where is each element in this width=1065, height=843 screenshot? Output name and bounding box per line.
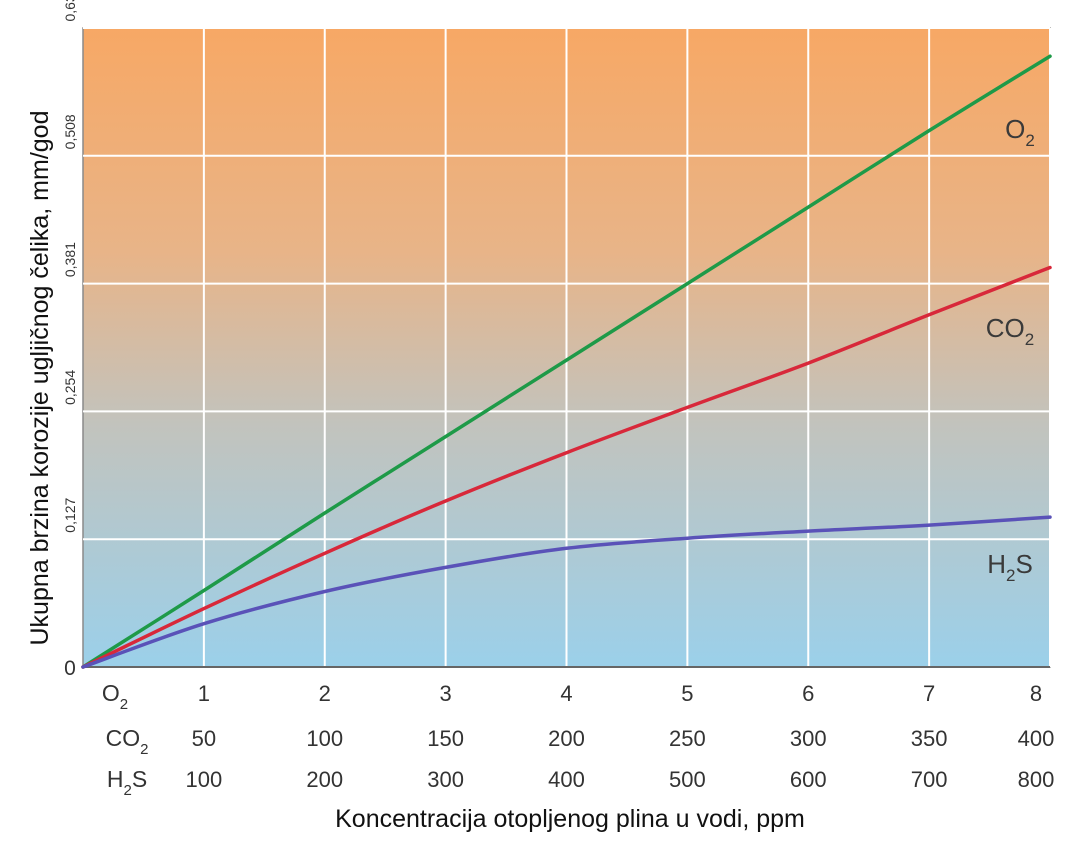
- x-row-gas-label: O2: [102, 680, 128, 713]
- x-tick-label: 600: [790, 767, 827, 792]
- x-tick-label: 50: [192, 726, 216, 751]
- y-tick-label: 0,381: [62, 242, 78, 277]
- y-axis-title: Ukupna brzina korozije ugljičnog čelika,…: [26, 111, 54, 646]
- series-line-h2s: [81, 515, 1052, 669]
- x-tick-label: 200: [306, 767, 343, 792]
- grid: [83, 27, 1051, 668]
- x-tick-label: 700: [911, 767, 948, 792]
- x-row-gas-label: CO2: [106, 725, 149, 758]
- x-tick-label: 5: [681, 681, 693, 706]
- x-tick-label: 100: [306, 726, 343, 751]
- x-tick-label: 400: [1018, 726, 1055, 751]
- y-tick-labels: 0 0,127 0,254 0,381 0,508 0,635: [62, 0, 78, 680]
- y-tick-label: 0: [64, 657, 76, 680]
- x-row-gas-label: H2S: [107, 766, 147, 799]
- series-labels: O2 CO2 H2S: [986, 114, 1035, 585]
- x-tick-label: 400: [548, 767, 585, 792]
- x-tick-label: 350: [911, 726, 948, 751]
- x-tick-label: 2: [319, 681, 331, 706]
- x-tick-label: 150: [427, 726, 464, 751]
- x-tick-label: 800: [1018, 767, 1055, 792]
- y-tick-label: 0,254: [62, 370, 78, 405]
- y-tick-label: 0,508: [62, 114, 78, 149]
- x-tick-label: 200: [548, 726, 585, 751]
- x-tick-label: 8: [1030, 681, 1042, 706]
- x-tick-label: 500: [669, 767, 706, 792]
- x-tick-label: 6: [802, 681, 814, 706]
- x-tick-label: 4: [560, 681, 572, 706]
- x-tick-label: 3: [440, 681, 452, 706]
- x-tick-label: 250: [669, 726, 706, 751]
- series-line-co2: [81, 265, 1052, 669]
- x-tick-label: 300: [427, 767, 464, 792]
- series-label-h2s: H2S: [987, 549, 1033, 585]
- series-label-o2: O2: [1005, 114, 1035, 150]
- y-tick-label: 0,635: [62, 0, 78, 22]
- y-tick-label: 0,127: [62, 497, 78, 532]
- series-lines: [81, 54, 1052, 669]
- series-label-co2: CO2: [986, 313, 1034, 349]
- x-tick-label: 300: [790, 726, 827, 751]
- series-line-o2: [81, 54, 1052, 669]
- x-tick-label: 100: [186, 767, 223, 792]
- x-tick-labels: O2 1 2 3 4 5 6 7 8 CO2 50 100 150 200 250 300 350 400 H2S 1…: [102, 680, 1054, 799]
- x-tick-label: 7: [923, 681, 935, 706]
- x-axis-title: Koncentracija otopljenog plina u vodi, p…: [335, 805, 805, 833]
- x-tick-label: 1: [198, 681, 210, 706]
